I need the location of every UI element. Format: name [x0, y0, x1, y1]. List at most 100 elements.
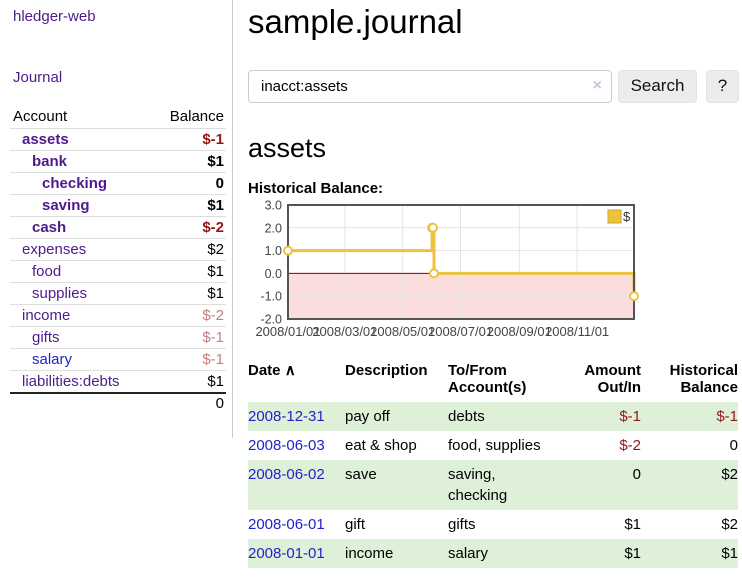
account-balance: $1 — [150, 371, 226, 394]
svg-text:$: $ — [623, 209, 631, 224]
account-heading: assets — [248, 133, 740, 164]
account-balance: $2 — [150, 239, 226, 261]
account-balance: $-1 — [150, 129, 226, 151]
account-link-checking[interactable]: checking — [42, 175, 107, 192]
account-link-cash[interactable]: cash — [32, 219, 66, 236]
transaction-description: income — [345, 539, 448, 568]
transaction-accounts: gifts — [448, 510, 548, 539]
account-balance: 0 — [150, 173, 226, 195]
account-balance: $1 — [150, 283, 226, 305]
account-row: salary $-1 — [10, 349, 226, 371]
account-row: assets $-1 — [10, 129, 226, 151]
search-help-button[interactable]: ? — [706, 70, 739, 103]
account-balance: $1 — [150, 151, 226, 173]
account-row: bank $1 — [10, 151, 226, 173]
transaction-balance: $2 — [641, 460, 738, 510]
accounts-col-account: Account — [10, 106, 150, 129]
svg-text:3.0: 3.0 — [265, 198, 282, 212]
transaction-date-link[interactable]: 2008-06-03 — [248, 437, 325, 454]
account-row: expenses $2 — [10, 239, 226, 261]
transaction-balance: $-1 — [641, 402, 738, 431]
transaction-amount: $1 — [548, 539, 641, 568]
account-row: food $1 — [10, 261, 226, 283]
account-row: income$-2 — [10, 305, 226, 327]
historical-balance-chart[interactable]: $3.02.01.00.0-1.0-2.02008/01/012008/03/0… — [248, 198, 648, 340]
search-button[interactable]: Search — [618, 70, 697, 103]
account-link-salary[interactable]: salary — [32, 351, 72, 368]
svg-text:2008/11/01: 2008/11/01 — [545, 324, 609, 339]
transaction-date-link[interactable]: 2008-06-02 — [248, 466, 325, 483]
register-table: Date ∧ Description To/From Account(s) Am… — [248, 362, 738, 568]
register-row: 2008-06-02 savesaving, checking0$2 — [248, 460, 738, 510]
svg-text:2.0: 2.0 — [265, 221, 282, 235]
account-link-income[interactable]: income — [22, 307, 70, 324]
main-content: sample.journal × Search ? assets Histori… — [248, 0, 740, 568]
transaction-description: pay off — [345, 402, 448, 431]
account-balance: $-1 — [150, 349, 226, 371]
account-link-saving[interactable]: saving — [42, 197, 90, 214]
transaction-accounts: saving, checking — [448, 460, 548, 510]
transaction-description: eat & shop — [345, 431, 448, 460]
account-row: supplies $1 — [10, 283, 226, 305]
accounts-header-row: Account Balance — [10, 106, 226, 129]
svg-text:2008/09/01: 2008/09/01 — [487, 324, 552, 339]
col-description: Description — [345, 362, 448, 402]
register-row: 2008-12-31pay offdebts$-1$-1 — [248, 402, 738, 431]
account-link-supplies[interactable]: supplies — [32, 285, 87, 302]
transaction-balance: $1 — [641, 539, 738, 568]
account-link-liabilities-debts[interactable]: liabilities:debts — [22, 373, 120, 390]
search-form: × Search ? — [248, 70, 740, 103]
account-row: liabilities:debts $1 — [10, 371, 226, 394]
account-row: checking 0 — [10, 173, 226, 195]
account-link-expenses[interactable]: expenses — [22, 241, 86, 258]
transaction-amount: $1 — [548, 510, 641, 539]
accounts-total-row: 0 — [10, 393, 226, 413]
col-date[interactable]: Date ∧ — [248, 362, 345, 402]
transaction-date-link[interactable]: 2008-12-31 — [248, 408, 325, 425]
transaction-accounts: food, supplies — [448, 431, 548, 460]
chart-title: Historical Balance: — [248, 180, 740, 197]
svg-text:1.0: 1.0 — [265, 244, 282, 258]
account-link-assets[interactable]: assets — [22, 131, 69, 148]
sidebar: hledger-web Journal Account Balance asse… — [0, 0, 233, 438]
svg-text:2008/07/01: 2008/07/01 — [428, 324, 493, 339]
account-link-food[interactable]: food — [32, 263, 61, 280]
account-link-gifts[interactable]: gifts — [32, 329, 60, 346]
col-amount: Amount Out/In — [548, 362, 641, 402]
account-balance: $1 — [150, 195, 226, 217]
account-row: cash $-2 — [10, 217, 226, 239]
account-link-bank[interactable]: bank — [32, 153, 67, 170]
register-row: 2008-06-03 eat & shopfood, supplies$-20 — [248, 431, 738, 460]
accounts-total-spacer — [10, 393, 150, 413]
app-title-link[interactable]: hledger-web — [13, 8, 232, 25]
account-row: gifts$-1 — [10, 327, 226, 349]
transaction-balance: 0 — [641, 431, 738, 460]
transaction-accounts: debts — [448, 402, 548, 431]
account-balance: $1 — [150, 261, 226, 283]
register-header-row: Date ∧ Description To/From Account(s) Am… — [248, 362, 738, 402]
clear-search-icon[interactable]: × — [593, 77, 602, 95]
transaction-description: gift — [345, 510, 448, 539]
page-title: sample.journal — [248, 4, 740, 40]
account-balance: $-2 — [150, 217, 226, 239]
svg-text:2008/05/01: 2008/05/01 — [370, 324, 435, 339]
account-row: saving $1 — [10, 195, 226, 217]
transaction-amount: $-1 — [548, 402, 641, 431]
register-row: 2008-01-01incomesalary$1$1 — [248, 539, 738, 568]
transaction-date-link[interactable]: 2008-06-01 — [248, 516, 325, 533]
svg-text:0.0: 0.0 — [265, 267, 282, 281]
col-accounts: To/From Account(s) — [448, 362, 548, 402]
transaction-amount: 0 — [548, 460, 641, 510]
transaction-date-link[interactable]: 2008-01-01 — [248, 545, 325, 562]
transaction-accounts: salary — [448, 539, 548, 568]
svg-text:2008/03/01: 2008/03/01 — [312, 324, 377, 339]
sort-asc-icon: ∧ — [285, 362, 296, 379]
accounts-col-balance: Balance — [150, 106, 226, 129]
transaction-amount: $-2 — [548, 431, 641, 460]
search-input[interactable] — [248, 70, 612, 103]
search-box: × — [248, 70, 612, 103]
accounts-table: Account Balance assets $-1 bank $1 checking 0… — [10, 106, 226, 413]
register-row: 2008-06-01giftgifts$1$2 — [248, 510, 738, 539]
nav-journal-link[interactable]: Journal — [13, 69, 232, 86]
transaction-description: save — [345, 460, 448, 510]
